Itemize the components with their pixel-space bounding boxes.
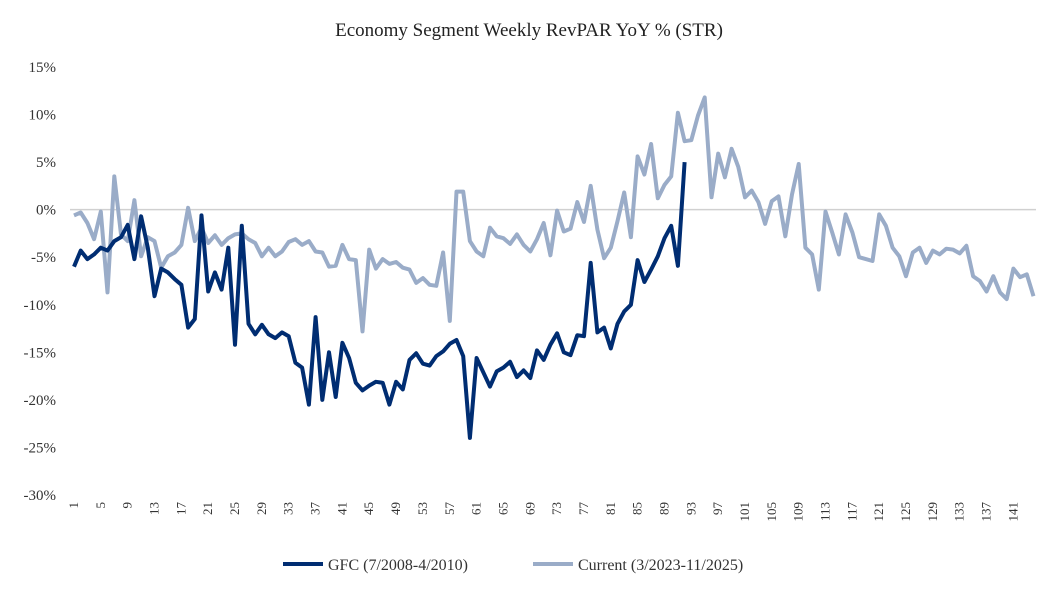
x-tick-label: 53 (415, 502, 430, 515)
series-line-gfc (72, 161, 687, 440)
plot-area (72, 95, 1036, 440)
x-tick-label: 57 (442, 502, 457, 516)
x-tick-label: 73 (549, 502, 564, 515)
x-tick-label: 65 (495, 502, 510, 515)
x-tick-label: 45 (361, 502, 376, 515)
x-tick-label: 33 (281, 502, 296, 515)
x-tick-label: 105 (764, 502, 779, 522)
x-tick-label: 97 (710, 502, 725, 516)
y-tick-label: 0% (36, 203, 56, 219)
x-tick-label: 29 (254, 502, 269, 515)
x-tick-label: 69 (522, 502, 537, 515)
legend-label-gfc: GFC (7/2008-4/2010) (328, 557, 468, 574)
x-tick-label: 141 (1005, 502, 1020, 522)
x-tick-label: 137 (979, 502, 994, 522)
x-tick-label: 9 (120, 502, 135, 509)
x-tick-label: 101 (737, 502, 752, 522)
y-tick-label: -25% (24, 440, 57, 456)
y-tick-label: -5% (31, 250, 56, 266)
x-tick-label: 13 (147, 502, 162, 515)
chart-title: Economy Segment Weekly RevPAR YoY % (STR… (335, 20, 723, 41)
x-tick-label: 133 (952, 502, 967, 522)
x-tick-label: 1 (66, 502, 81, 509)
x-tick-label: 77 (576, 502, 591, 516)
y-tick-label: -10% (24, 298, 57, 314)
legend-label-current: Current (3/2023-11/2025) (578, 557, 743, 574)
x-tick-label: 37 (308, 502, 323, 516)
x-tick-label: 25 (227, 502, 242, 515)
x-tick-label: 113 (818, 502, 833, 521)
x-tick-label: 117 (844, 502, 859, 522)
x-tick-label: 61 (469, 502, 484, 515)
x-tick-label: 121 (871, 502, 886, 522)
y-tick-label: 10% (29, 108, 57, 124)
y-tick-label: -30% (24, 488, 57, 504)
x-tick-label: 17 (173, 502, 188, 516)
x-tick-label: 5 (93, 502, 108, 509)
x-tick-label: 129 (925, 502, 940, 522)
x-tick-label: 21 (200, 502, 215, 515)
x-axis: 1 5 9 13 17 21 25 29 33 37 41 45 49 53 57 61 65 69 73 77 81 8… (66, 502, 1020, 522)
x-tick-label: 109 (791, 502, 806, 522)
x-tick-label: 125 (898, 502, 913, 522)
x-tick-label: 89 (656, 502, 671, 515)
y-tick-label: 15% (29, 60, 57, 76)
x-tick-label: 85 (630, 502, 645, 515)
x-tick-label: 49 (388, 502, 403, 515)
series-line-current (73, 95, 1036, 334)
y-tick-label: -20% (24, 393, 57, 409)
x-tick-label: 81 (603, 502, 618, 515)
x-tick-label: 41 (334, 502, 349, 515)
legend: GFC (7/2008-4/2010) Current (3/2023-11/2… (283, 557, 743, 574)
y-axis: 15% 10% 5% 0% -5% -10% -15% -20% -25% -30% (24, 60, 57, 504)
y-tick-label: -15% (24, 345, 57, 361)
y-tick-label: 5% (36, 155, 56, 171)
x-tick-label: 93 (683, 502, 698, 515)
